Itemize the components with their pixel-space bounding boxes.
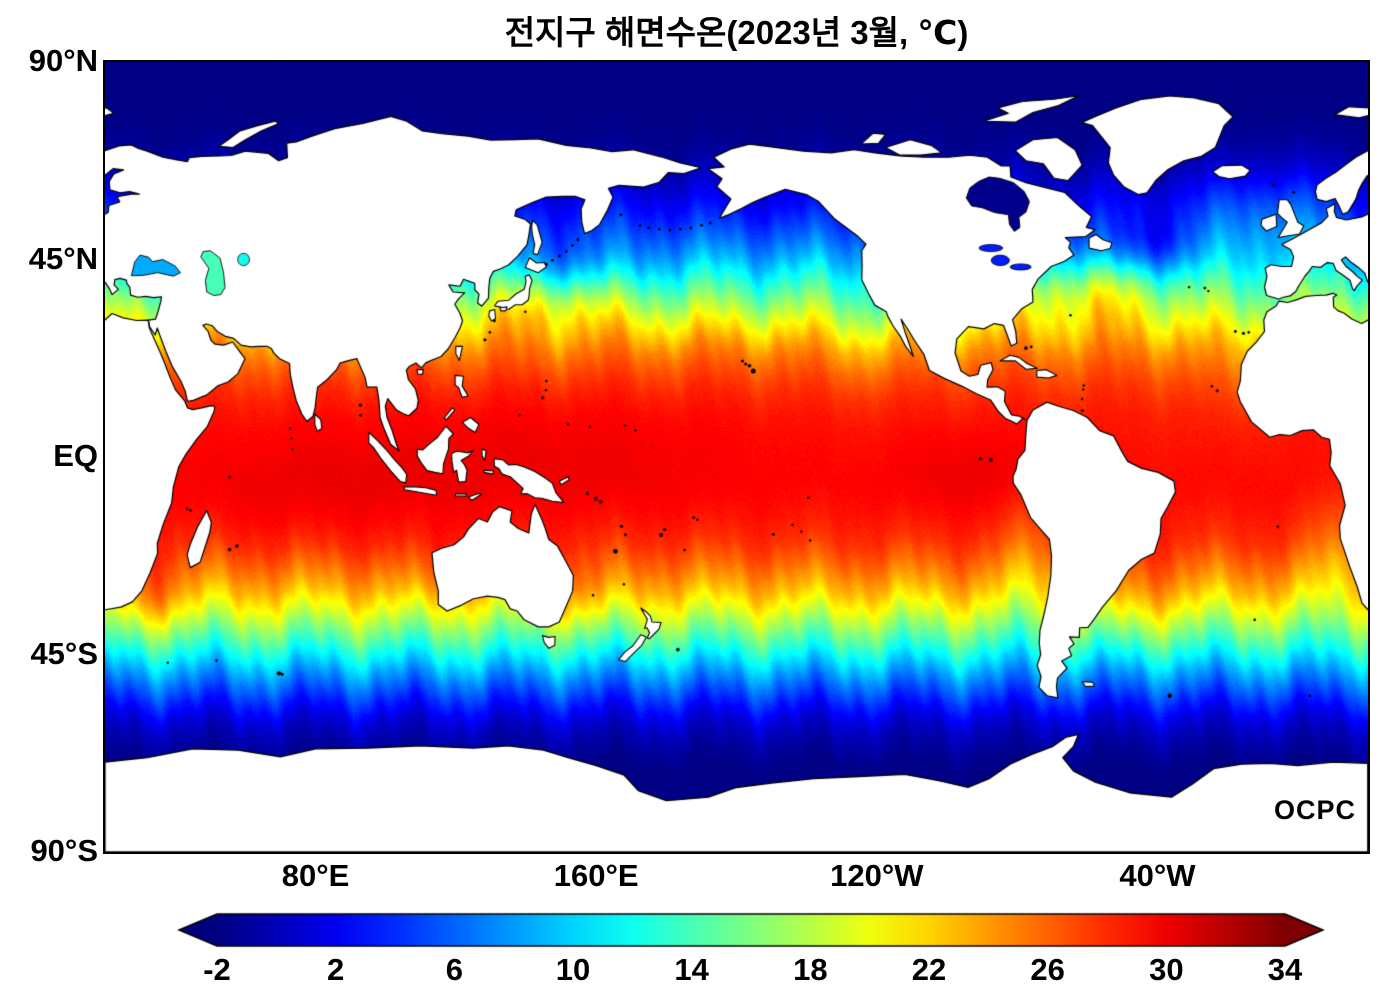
y-tick-label: 90°N	[28, 43, 98, 78]
colorbar-tick-label: 10	[555, 952, 591, 987]
y-tick-label: 45°N	[28, 240, 98, 276]
x-tick-label: 120°W	[830, 858, 924, 893]
colorbar-tick-label: 26	[1030, 952, 1065, 987]
y-tick-label: 45°S	[30, 635, 98, 671]
x-tick-label: 160°E	[553, 858, 639, 893]
colorbar-tick-label: 22	[911, 952, 947, 987]
x-tick-label: 80°E	[281, 858, 350, 893]
colorbar-tick-label: 6	[445, 952, 463, 987]
x-tick-label: 40°W	[1119, 858, 1196, 893]
y-tick-label: 90°S	[30, 833, 98, 868]
colorbar-tick-label: 2	[327, 952, 345, 987]
colorbar-tick-label: 34	[1267, 952, 1303, 987]
sst-heatmap-canvas	[105, 62, 1368, 852]
y-tick-label: EQ	[53, 438, 98, 473]
credit-text: OCPC	[1273, 795, 1356, 825]
colorbar-tick-label: 30	[1149, 952, 1184, 987]
colorbar-tick-label: -2	[203, 952, 231, 987]
colorbar-tick-label: 14	[674, 952, 709, 987]
map-plot-area: OCPC	[103, 60, 1370, 854]
colorbar	[177, 911, 1325, 949]
chart-title: 전지구 해면수온(2023년 3월, ℃)	[504, 14, 969, 51]
colorbar-tick-label: 18	[793, 952, 828, 987]
